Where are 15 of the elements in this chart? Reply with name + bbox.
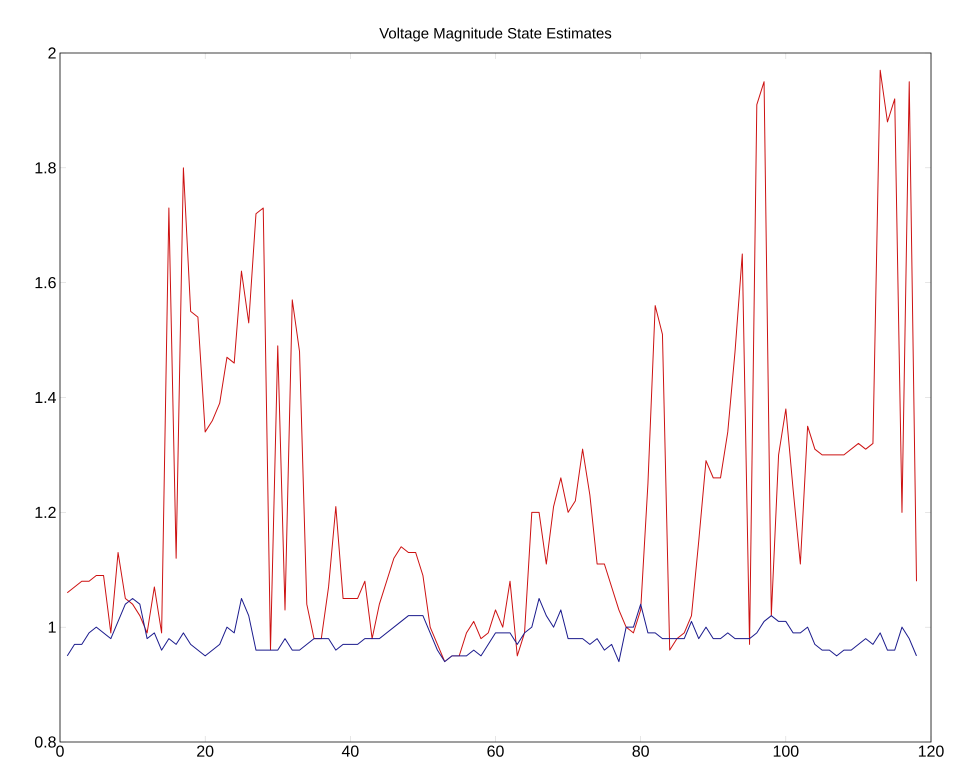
y-tick-label: 1.2 (36, 506, 56, 518)
y-tick-label: 1.4 (36, 392, 56, 403)
y-tick-label: 2 (48, 47, 56, 59)
y-tick-label: 0.8 (34, 736, 56, 748)
x-tick-label: 20 (197, 746, 214, 757)
x-tick-label: 80 (632, 746, 649, 757)
x-tick-label: 40 (342, 746, 359, 757)
x-tick-label: 0 (56, 746, 64, 757)
x-tick-label: 100 (774, 746, 799, 757)
y-tick-label: 1 (48, 622, 56, 633)
y-tick-label: 1.6 (36, 277, 56, 288)
x-tick-label: 120 (918, 746, 944, 757)
chart-title: Voltage Magnitude State Estimates (379, 28, 612, 42)
x-tick-label: 60 (487, 746, 504, 757)
y-tick-label: 1.8 (36, 162, 56, 174)
